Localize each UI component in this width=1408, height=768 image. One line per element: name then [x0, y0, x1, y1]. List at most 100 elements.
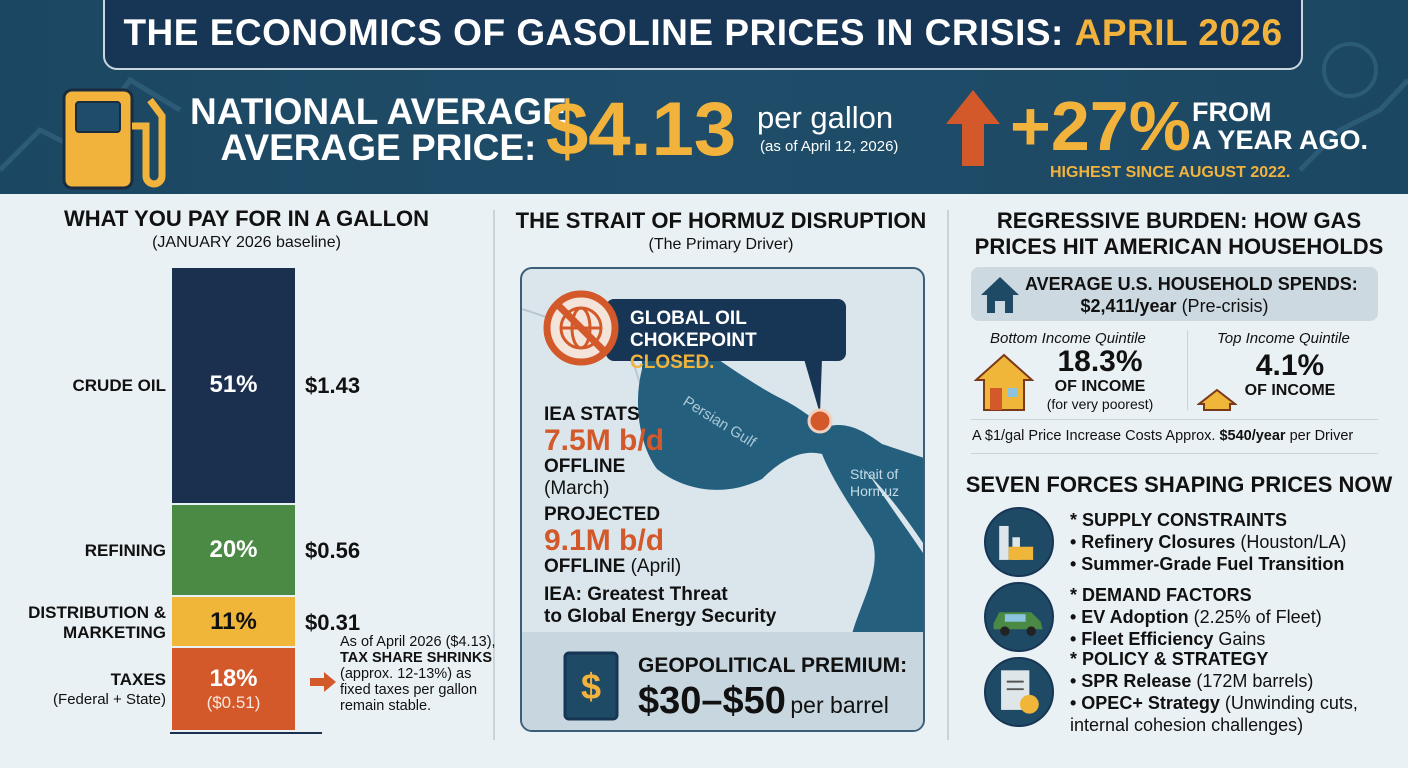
- force-item-bold: • EV Adoption: [1070, 606, 1189, 627]
- segment-label-text: REFINING: [84, 541, 166, 561]
- bar-segment: 20%: [172, 504, 295, 598]
- bar-segment-row: TAXES (Federal + State) 18% ($0.51): [0, 648, 493, 732]
- force-item-bold: • Summer-Grade Fuel Transition: [1070, 553, 1345, 574]
- top-quintile-pct: 4.1%: [1255, 349, 1325, 382]
- segment-label: TAXES (Federal + State): [0, 670, 172, 710]
- household-spend-panel: AVERAGE U.S. HOUSEHOLD SPENDS: $2,411/ye…: [971, 267, 1378, 321]
- force-item-bold: • Refinery Closures: [1070, 531, 1236, 552]
- title-main: THE ECONOMICS OF GASOLINE PRICES IN CRIS…: [123, 12, 1064, 53]
- household-spend-label: AVERAGE U.S. HOUSEHOLD SPENDS:: [1025, 274, 1358, 294]
- gallon-cost-stacked-bar: CRUDE OIL 51% $1.43 REFINING 20% $0.56 DISTRIB…: [0, 268, 493, 732]
- callout-accent: CLOSED.: [630, 352, 715, 373]
- iea-stats: IEA STATS 7.5M b/d OFFLINE (March) PROJE…: [544, 404, 776, 628]
- hormuz-section-subtitle: (The Primary Driver): [648, 236, 794, 253]
- segment-value: $1.43: [305, 373, 361, 399]
- burden-title-line-2: PRICES HIT AMERICAN HOUSEHOLDS: [974, 234, 1384, 259]
- bar-segment: 18% ($0.51): [172, 648, 295, 732]
- electric-car-icon: [984, 581, 1054, 652]
- force-item-rest: (172M barrels): [1191, 670, 1314, 691]
- title-accent: APRIL 2026: [1074, 12, 1283, 53]
- force-text: * DEMAND FACTORS • EV Adoption (2.25% of …: [1070, 584, 1322, 650]
- burden-title-line-1: REGRESSIVE BURDEN: HOW GAS: [996, 208, 1362, 233]
- force-group: * SUPPLY CONSTRAINTS • Refinery Closures …: [984, 504, 1394, 579]
- march-period: (March): [544, 478, 610, 499]
- callout-line-1: GLOBAL OIL: [630, 308, 747, 329]
- force-item: • Summer-Grade Fuel Transition: [1070, 553, 1346, 575]
- force-item-rest: (Houston/LA): [1235, 531, 1347, 552]
- premium-value: $30–$50: [638, 680, 786, 722]
- force-text: * SUPPLY CONSTRAINTS • Refinery Closures …: [1070, 509, 1346, 575]
- bottom-quintile-pct: 18.3%: [1057, 345, 1143, 378]
- threat-line-2: to Global Energy Security: [544, 606, 777, 627]
- force-item-bold: • SPR Release: [1070, 670, 1192, 691]
- separator: [971, 419, 1378, 420]
- highest-since-note: HIGHEST SINCE AUGUST 2022.: [1050, 164, 1291, 181]
- cost-text: A $1/gal Price Increase Costs Approx.: [972, 428, 1220, 444]
- segment-sub-value: ($0.51): [206, 693, 261, 713]
- map-label-strait: Strait of: [850, 466, 898, 482]
- force-heading: * DEMAND FACTORS: [1070, 584, 1252, 605]
- force-text: * POLICY & STRATEGY • SPR Release (172M b…: [1070, 648, 1394, 736]
- house-icon: [981, 277, 1019, 313]
- blocked-globe-icon: [543, 290, 619, 366]
- bottom-quintile-stat: 18.3% OF INCOME (for very poorest): [1035, 345, 1165, 413]
- callout-line-2: CHOKEPOINT: [630, 330, 757, 351]
- force-group: * POLICY & STRATEGY • SPR Release (172M b…: [984, 649, 1394, 735]
- bar-baseline: [170, 732, 322, 734]
- hormuz-section-title: THE STRAIT OF HORMUZ DISRUPTION: [515, 208, 927, 233]
- top-quintile-of-income: OF INCOME: [1244, 382, 1336, 399]
- tax-share-note: As of April 2026 ($4.13), TAX SHARE SHRI…: [340, 634, 500, 714]
- force-item-rest: (2.25% of Fleet): [1188, 606, 1322, 627]
- force-item: • SPR Release (172M barrels): [1070, 670, 1394, 692]
- segment-label: DISTRIBUTION & MARKETING: [0, 603, 172, 643]
- segment-value: $0.56: [305, 538, 361, 564]
- segment-sublabel: (Federal + State): [53, 691, 166, 709]
- oil-barrel-dollar-icon: $: [563, 651, 619, 721]
- segment-percent: 18%: [209, 665, 258, 693]
- segment-percent: 11%: [210, 607, 257, 635]
- top-quintile-label: Top Income Quintile: [1217, 330, 1350, 347]
- gallon-section-subtitle: (JANUARY 2026 baseline): [152, 234, 341, 251]
- tax-note-rest: (approx. 12-13%) as fixed taxes per gall…: [340, 666, 478, 714]
- year-change-percent: +27%: [1010, 87, 1191, 165]
- march-offline-label: OFFLINE: [544, 456, 626, 477]
- bar-segment-row: REFINING 20% $0.56: [0, 504, 493, 598]
- force-item-rest: Gains: [1213, 628, 1266, 649]
- force-item: • Fleet Efficiency Gains: [1070, 628, 1322, 650]
- force-heading: * SUPPLY CONSTRAINTS: [1070, 509, 1288, 530]
- persian-gulf-map: Persian Gulf Strait of Hormuz: [522, 308, 923, 634]
- bar-segment-row: DISTRIBUTION & MARKETING 11% $0.31: [0, 597, 493, 649]
- force-group: * DEMAND FACTORS • EV Adoption (2.25% of …: [984, 579, 1394, 654]
- large-house-icon: [974, 353, 1034, 411]
- bottom-quintile-of-income: OF INCOME: [1054, 378, 1146, 395]
- projected-label: PROJECTED: [544, 504, 661, 525]
- chokepoint-callout: GLOBAL OIL CHOKEPOINT CLOSED.: [606, 299, 846, 373]
- april-offline-value: 9.1M b/d: [544, 524, 665, 557]
- tax-note-line: As of April 2026 ($4.13),: [340, 634, 496, 650]
- segment-label: CRUDE OIL: [0, 376, 172, 396]
- premium-unit: per barrel: [790, 692, 889, 718]
- segment-percent: 51%: [209, 371, 258, 399]
- household-spend-note: (Pre-crisis): [1181, 296, 1269, 316]
- svg-text:$: $: [581, 666, 601, 707]
- arrow-up-icon: [946, 90, 1000, 166]
- threat-line-1: IEA: Greatest Threat: [544, 584, 728, 605]
- force-item: • Refinery Closures (Houston/LA): [1070, 531, 1346, 553]
- segment-value: $0.31: [305, 609, 361, 635]
- segment-label-text: DISTRIBUTION & MARKETING: [28, 602, 166, 642]
- april-offline-label: OFFLINE: [544, 556, 626, 577]
- price-date: (as of April 12, 2026): [760, 138, 899, 155]
- from-label: FROM: [1192, 97, 1272, 127]
- refinery-icon: [984, 506, 1054, 577]
- separator: [971, 453, 1378, 454]
- forces-section-title: SEVEN FORCES SHAPING PRICES NOW: [965, 472, 1393, 497]
- price-unit: per gallon: [757, 100, 894, 135]
- bar-segment: 51%: [172, 268, 295, 505]
- iea-stats-heading: IEA STATS: [544, 404, 640, 425]
- bar-segment: 11%: [172, 597, 295, 649]
- bottom-quintile-note: (for very poorest): [1046, 396, 1154, 412]
- cost-text-end: per Driver: [1285, 428, 1354, 444]
- segment-label: REFINING: [0, 541, 172, 561]
- arrow-right-icon: [310, 672, 336, 692]
- top-quintile-stat: 4.1% OF INCOME: [1235, 350, 1345, 400]
